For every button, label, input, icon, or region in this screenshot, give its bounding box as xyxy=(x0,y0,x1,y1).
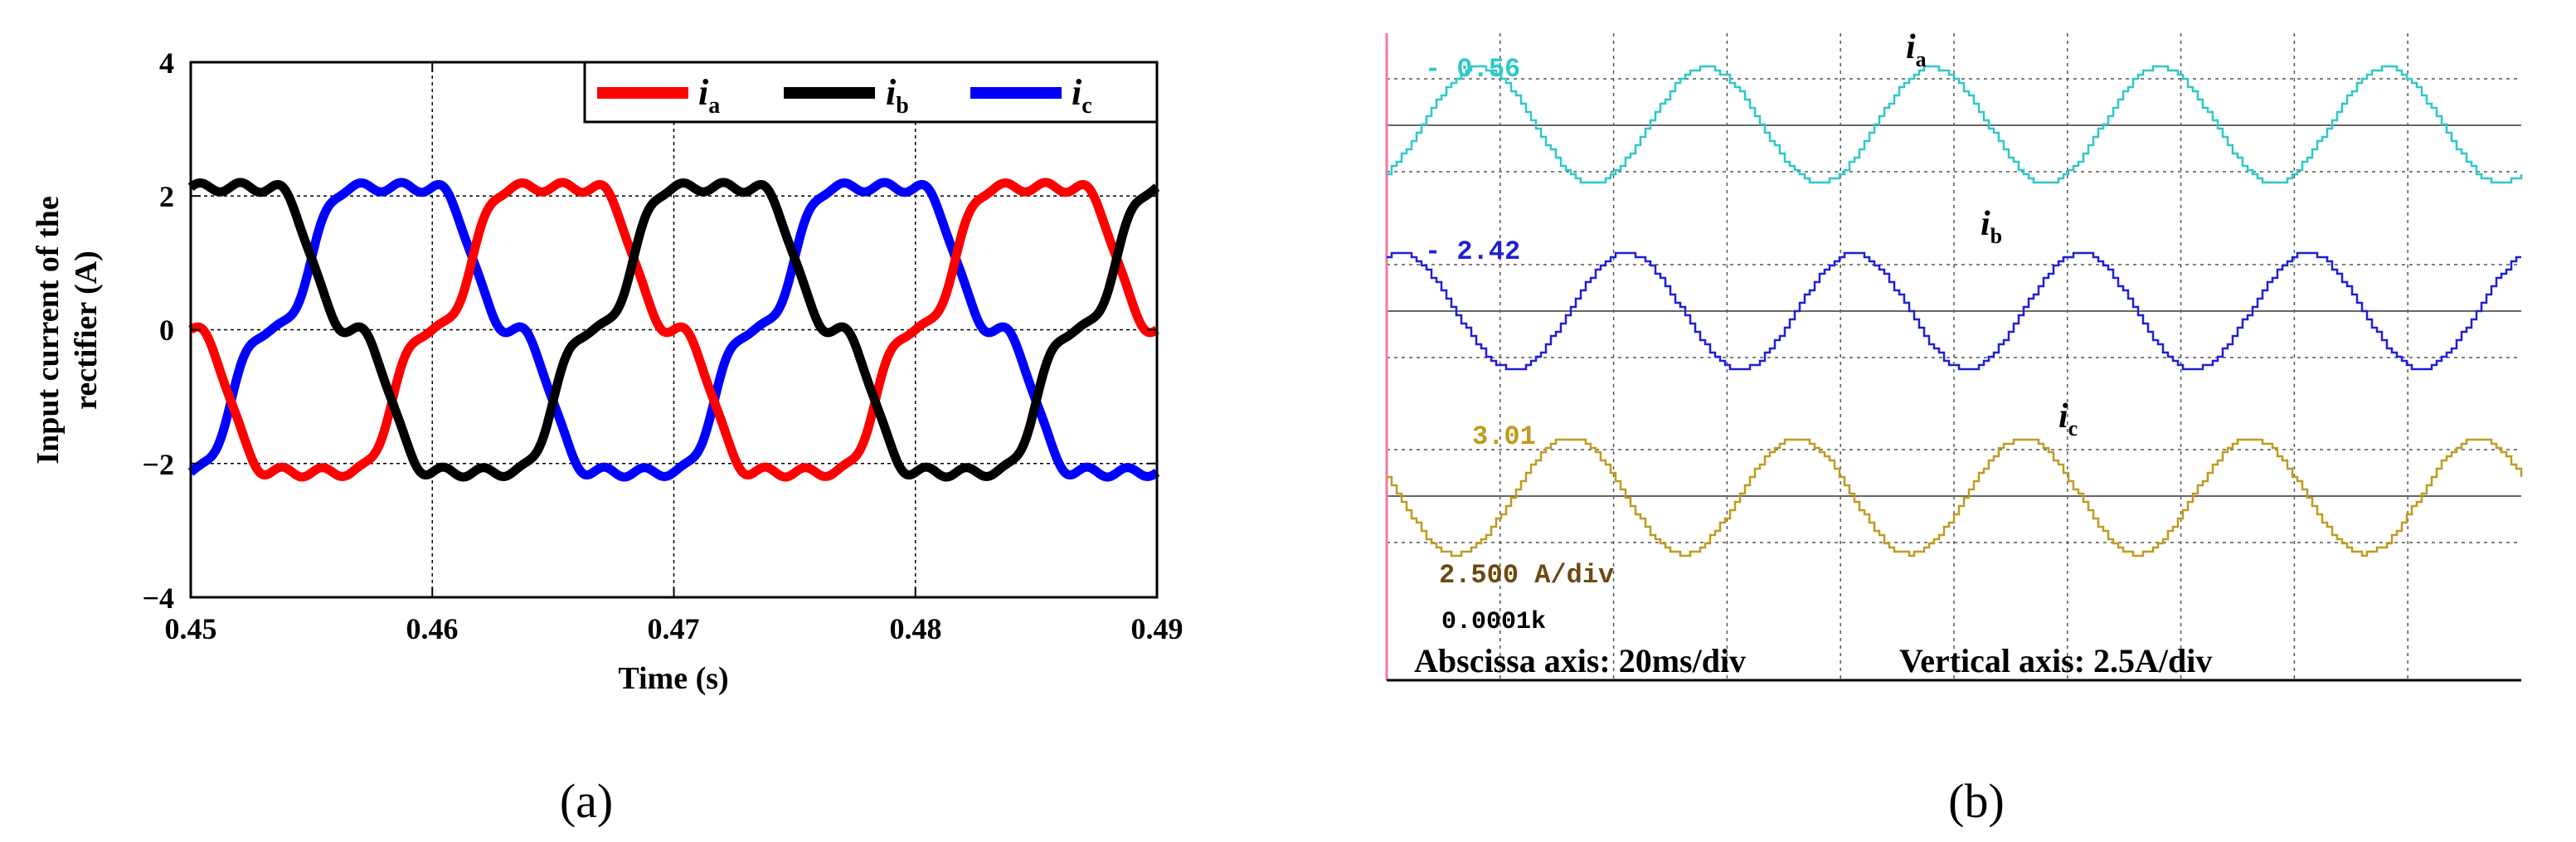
y-tick-label: 0 xyxy=(159,314,174,347)
panel-b: - 0.56 - 2.42 3.01 ia ib ic 2.500 A/div … xyxy=(1385,28,2523,828)
x-axis-label: Time (s) xyxy=(618,661,728,696)
scale-readout: 2.500 A/div xyxy=(1439,560,1614,591)
y-axis-label-line1: Input current of the xyxy=(31,196,66,464)
series-line-ib xyxy=(187,178,1161,482)
legend: ia ib ic xyxy=(583,61,1159,124)
readout-ib: - 2.42 xyxy=(1425,236,1520,267)
readout-ic: 3.01 xyxy=(1472,421,1536,452)
abscissa-note: Abscissa axis: 20ms/div xyxy=(1414,642,1746,679)
series-line-ic xyxy=(187,178,1161,482)
trace-label-ic: ic xyxy=(2058,397,2078,440)
series-line-ia xyxy=(187,178,1161,482)
y-tick-label: 2 xyxy=(159,180,174,213)
y-tick-label: −4 xyxy=(142,582,174,615)
y-tick-label: −2 xyxy=(142,448,174,481)
x-tick-label: 0.47 xyxy=(648,612,700,645)
scope-trace-ic xyxy=(1387,438,2523,557)
x-tick-label: 0.48 xyxy=(890,612,942,645)
scope-traces xyxy=(1387,65,2523,557)
trace-label-ia: ia xyxy=(1906,28,1927,71)
x-tick-label: 0.45 xyxy=(165,612,217,645)
scope-trace-ia xyxy=(1387,65,2523,184)
legend-label-ic: ic xyxy=(1072,72,1092,119)
readout-ia: - 0.56 xyxy=(1425,54,1520,85)
panel-a-caption: (a) xyxy=(560,774,613,828)
trace-label-ib: ib xyxy=(1981,205,2002,248)
scope-trace-ib xyxy=(1387,251,2521,371)
y-axis-label-line2: rectifier (A) xyxy=(69,251,104,410)
y-tick-label: 4 xyxy=(159,46,174,80)
panel-b-caption: (b) xyxy=(1948,774,2005,828)
panel-a: 4 2 0 −2 −4 0.45 0.46 0.47 0.48 0.49 Tim… xyxy=(31,46,1184,828)
plot-a-series xyxy=(187,178,1161,482)
legend-label-ib: ib xyxy=(886,72,909,119)
legend-label-ia: ia xyxy=(698,72,720,119)
time-readout: 0.0001k xyxy=(1441,608,1546,636)
x-tick-label: 0.49 xyxy=(1131,612,1184,645)
vertical-note: Vertical axis: 2.5A/div xyxy=(1899,642,2212,679)
x-tick-label: 0.46 xyxy=(406,612,459,645)
